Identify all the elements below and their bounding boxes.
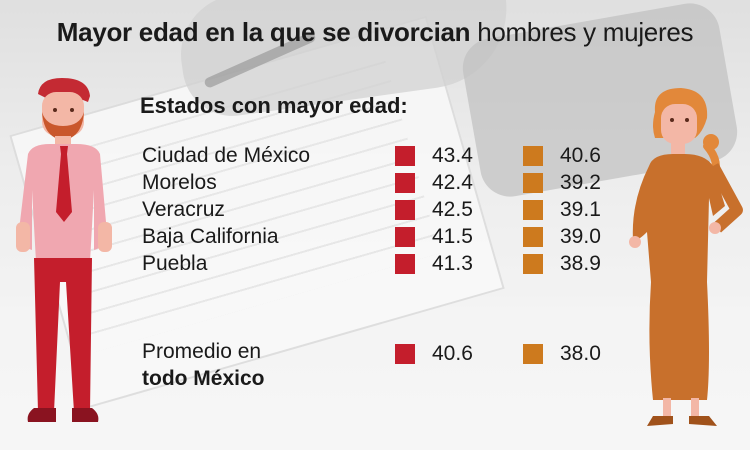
row-label: Ciudad de México [142,144,311,167]
men-value: 42.5 [432,198,473,221]
average-women-value: 38.0 [560,342,601,365]
women-value: 38.9 [560,252,601,275]
men-value: 41.3 [432,252,473,275]
men-marker [395,254,415,274]
chart-subtitle: Estados con mayor edad: [140,93,408,118]
average-label-line1: Promedio en [142,340,262,363]
women-value: 39.0 [560,225,601,248]
average-label: Promedio en todo México [142,338,265,392]
men-marker [395,227,415,247]
women-marker [523,146,543,166]
average-label-line2: todo México [142,367,265,390]
women-value: 39.1 [560,198,601,221]
women-marker [523,254,543,274]
woman-illustration [629,88,743,426]
men-marker [395,146,415,166]
women-value: 39.2 [560,171,601,194]
title-bold: Mayor edad en la que se divorcian [56,17,471,47]
women-marker [523,200,543,220]
women-marker [523,173,543,193]
women-value: 40.6 [560,144,601,167]
women-marker [523,227,543,247]
man-illustration [16,78,112,422]
average-women-marker [523,344,543,364]
chart-title: Mayor edad en la que se divorcian hombre… [0,17,750,48]
row-label: Morelos [142,171,217,194]
row-label: Puebla [142,252,208,275]
men-value: 42.4 [432,171,473,194]
title-rest: hombres y mujeres [477,17,694,47]
row-label: Veracruz [142,198,225,221]
men-value: 43.4 [432,144,473,167]
average-men-value: 40.6 [432,342,473,365]
men-value: 41.5 [432,225,473,248]
men-marker [395,200,415,220]
row-label: Baja California [142,225,279,248]
average-men-marker [395,344,415,364]
men-marker [395,173,415,193]
